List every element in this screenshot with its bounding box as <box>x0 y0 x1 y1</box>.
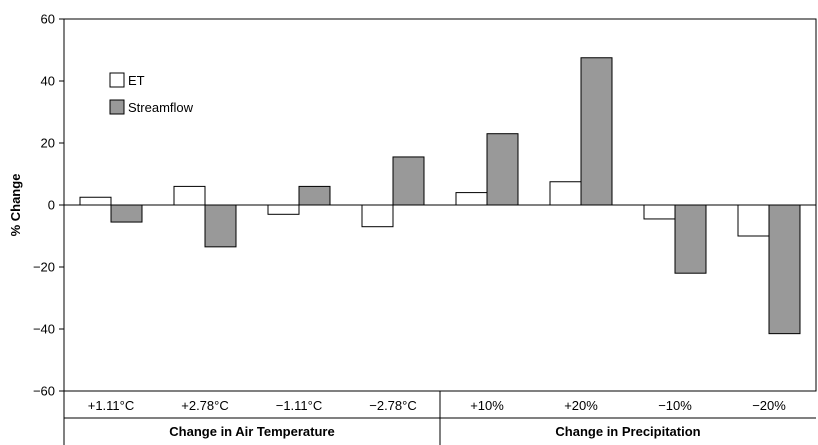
category-label: +2.78°C <box>181 398 228 413</box>
y-axis-title: % Change <box>8 174 23 237</box>
plot-area <box>79 57 801 335</box>
y-tick-label: −40 <box>33 322 55 337</box>
legend-swatch-streamflow <box>109 99 125 115</box>
bar-streamflow-6 <box>674 204 707 274</box>
group-label: Change in Precipitation <box>555 424 700 439</box>
bar-et-2 <box>267 204 300 215</box>
category-label: −2.78°C <box>369 398 416 413</box>
y-tick-label: −20 <box>33 260 55 275</box>
y-tick-label: −60 <box>33 384 55 399</box>
category-label: −20% <box>752 398 786 413</box>
legend-label-streamflow: Streamflow <box>128 100 194 115</box>
labels: 60 40 20 0 −20 −40 −60 % Change +1.11°C +2.78°C −1… <box>8 12 786 440</box>
bar-streamflow-4 <box>486 133 519 206</box>
bar-et-3 <box>361 204 394 228</box>
bar-streamflow-0 <box>110 204 143 223</box>
legend-label-et: ET <box>128 73 145 88</box>
bar-streamflow-5 <box>580 57 613 206</box>
bar-streamflow-3 <box>392 156 425 206</box>
axes <box>59 18 817 445</box>
group-label: Change in Air Temperature <box>169 424 334 439</box>
category-label: +1.11°C <box>88 398 135 413</box>
bar-streamflow-1 <box>204 204 237 248</box>
bar-et-4 <box>455 192 488 206</box>
bar-et-1 <box>173 185 206 206</box>
category-label: −1.11°C <box>276 398 323 413</box>
bar-et-7 <box>737 204 770 237</box>
bar-streamflow-2 <box>298 185 331 206</box>
legend: ET Streamflow <box>109 72 194 115</box>
legend-swatch-et <box>109 72 125 88</box>
y-tick-label: 0 <box>48 198 55 213</box>
y-tick-label: 40 <box>41 74 55 89</box>
bar-streamflow-7 <box>768 204 801 335</box>
y-tick-label: 20 <box>41 136 55 151</box>
category-label: +10% <box>470 398 504 413</box>
bar-et-6 <box>643 204 676 220</box>
bar-et-5 <box>549 181 582 206</box>
y-tick-label: 60 <box>41 12 55 27</box>
category-label: +20% <box>564 398 598 413</box>
bar-et-0 <box>79 196 112 206</box>
category-label: −10% <box>658 398 692 413</box>
